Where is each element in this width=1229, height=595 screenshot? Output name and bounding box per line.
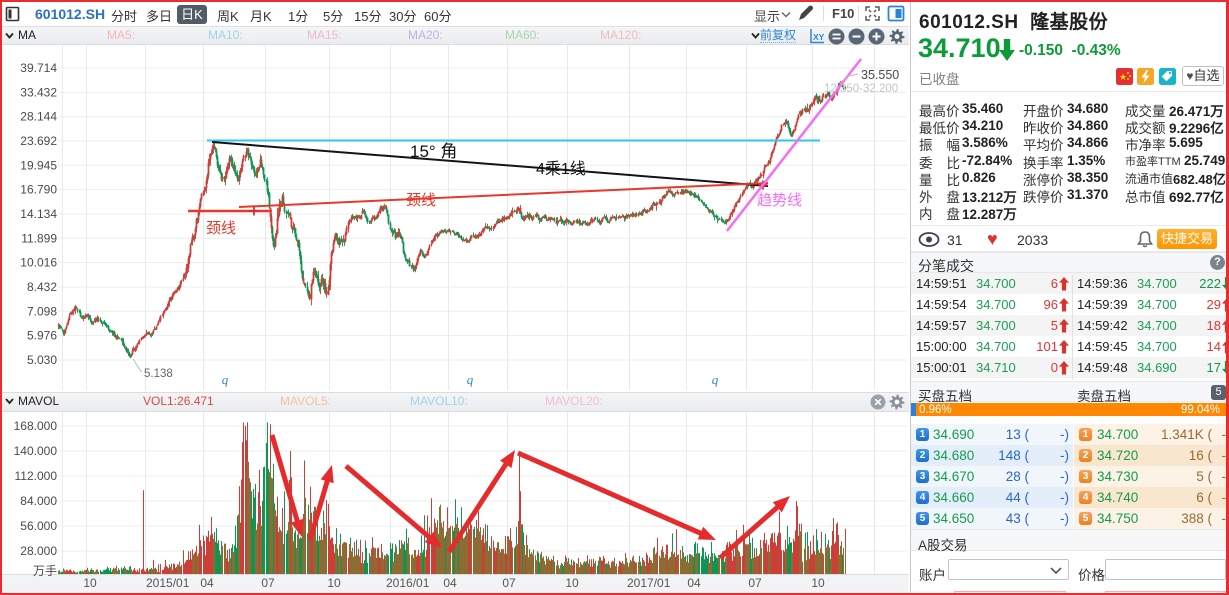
svg-text:5.976: 5.976 xyxy=(27,329,57,343)
svg-text:16.790: 16.790 xyxy=(20,183,57,197)
svg-text:10: 10 xyxy=(565,576,579,590)
svg-text:168.000: 168.000 xyxy=(14,419,58,433)
svg-text:7.098: 7.098 xyxy=(27,304,57,318)
svg-text:04: 04 xyxy=(687,576,701,590)
svg-text:11.899: 11.899 xyxy=(21,231,57,245)
svg-text:15° 角: 15° 角 xyxy=(410,142,457,161)
svg-text:q: q xyxy=(222,372,229,387)
svg-text:33.432: 33.432 xyxy=(20,85,57,99)
svg-text:10: 10 xyxy=(327,576,341,590)
svg-text:07: 07 xyxy=(748,576,762,590)
svg-text:趋势线: 趋势线 xyxy=(757,192,802,209)
svg-text:10.016: 10.016 xyxy=(20,256,57,270)
svg-text:35.550: 35.550 xyxy=(861,68,899,82)
svg-text:28.000: 28.000 xyxy=(20,544,57,558)
svg-text:112.000: 112.000 xyxy=(15,469,58,483)
svg-text:5.138: 5.138 xyxy=(144,368,173,380)
svg-text:颈线: 颈线 xyxy=(406,192,436,209)
svg-text:04: 04 xyxy=(443,576,457,590)
svg-text:23.692: 23.692 xyxy=(20,134,57,148)
svg-text:10: 10 xyxy=(811,576,825,590)
svg-text:28.144: 28.144 xyxy=(20,110,57,124)
svg-text:14.134: 14.134 xyxy=(20,207,57,221)
svg-text:★: ★ xyxy=(1119,72,1127,82)
svg-text:2017/01: 2017/01 xyxy=(627,576,671,590)
svg-text:万手: 万手 xyxy=(33,564,57,578)
svg-text:10: 10 xyxy=(83,576,97,590)
svg-text:2016/01: 2016/01 xyxy=(386,576,430,590)
svg-text:19.945: 19.945 xyxy=(20,158,57,172)
svg-text:04: 04 xyxy=(200,576,214,590)
svg-text:12.350-32.200: 12.350-32.200 xyxy=(824,83,898,95)
svg-text:56.000: 56.000 xyxy=(20,519,57,533)
svg-text:q: q xyxy=(467,372,474,387)
svg-text:q: q xyxy=(712,372,719,387)
svg-text:5.030: 5.030 xyxy=(27,353,57,367)
svg-text:07: 07 xyxy=(502,576,516,590)
svg-text:39.714: 39.714 xyxy=(20,61,57,75)
svg-text:2015/01: 2015/01 xyxy=(146,576,190,590)
svg-text:颈线: 颈线 xyxy=(206,220,236,237)
svg-text:8.432: 8.432 xyxy=(27,280,57,294)
svg-text:XY: XY xyxy=(813,32,825,42)
svg-text:84.000: 84.000 xyxy=(20,494,57,508)
svg-text:07: 07 xyxy=(261,576,275,590)
svg-text:4乘1线: 4乘1线 xyxy=(536,160,586,178)
svg-text:140.000: 140.000 xyxy=(14,444,58,458)
